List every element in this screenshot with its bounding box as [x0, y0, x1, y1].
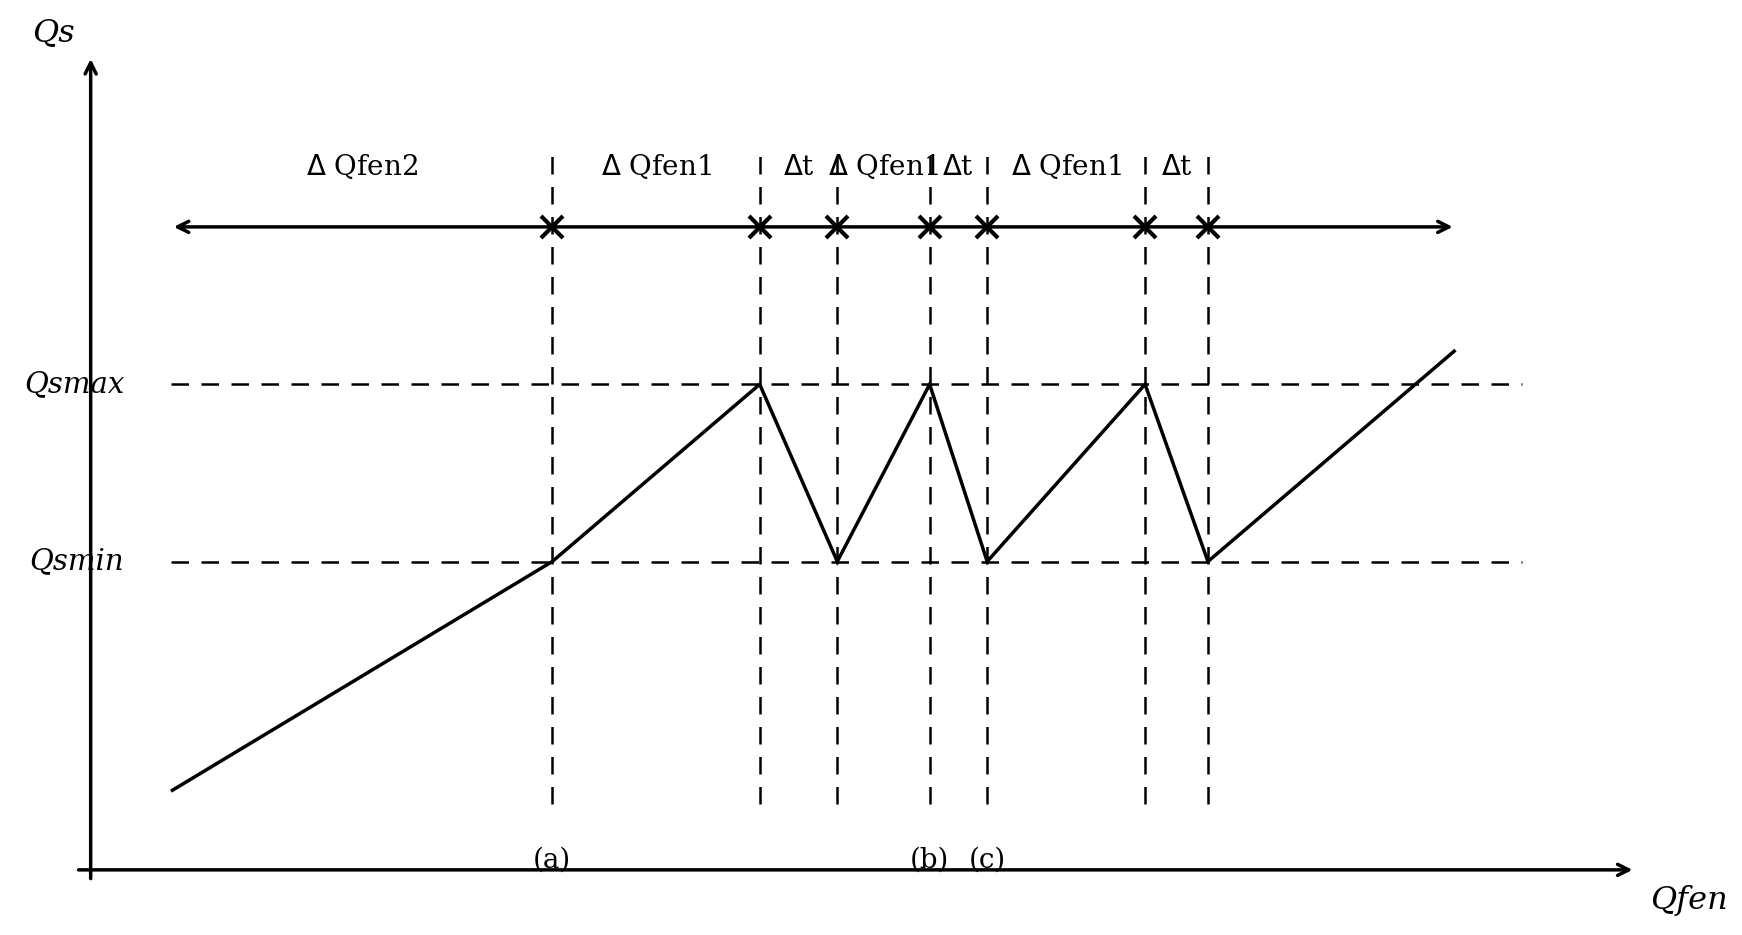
Text: $\Delta$t: $\Delta$t	[942, 154, 974, 181]
Text: Qsmin: Qsmin	[30, 548, 124, 576]
Text: $\Delta$t: $\Delta$t	[1160, 154, 1193, 181]
Text: $\Delta$ Qfen1: $\Delta$ Qfen1	[601, 152, 711, 181]
Text: $\Delta$ Qfen1: $\Delta$ Qfen1	[827, 152, 939, 181]
Text: Qsmax: Qsmax	[24, 370, 124, 398]
Text: (b): (b)	[909, 847, 949, 874]
Text: (a): (a)	[533, 847, 571, 874]
Text: $\Delta$t: $\Delta$t	[782, 154, 815, 181]
Text: (c): (c)	[969, 847, 1005, 874]
Text: $\Delta$ Qfen2: $\Delta$ Qfen2	[305, 152, 418, 181]
Text: $\Delta$ Qfen1: $\Delta$ Qfen1	[1010, 152, 1122, 181]
Text: Qs: Qs	[33, 18, 75, 49]
Text: Qfen: Qfen	[1650, 885, 1728, 916]
